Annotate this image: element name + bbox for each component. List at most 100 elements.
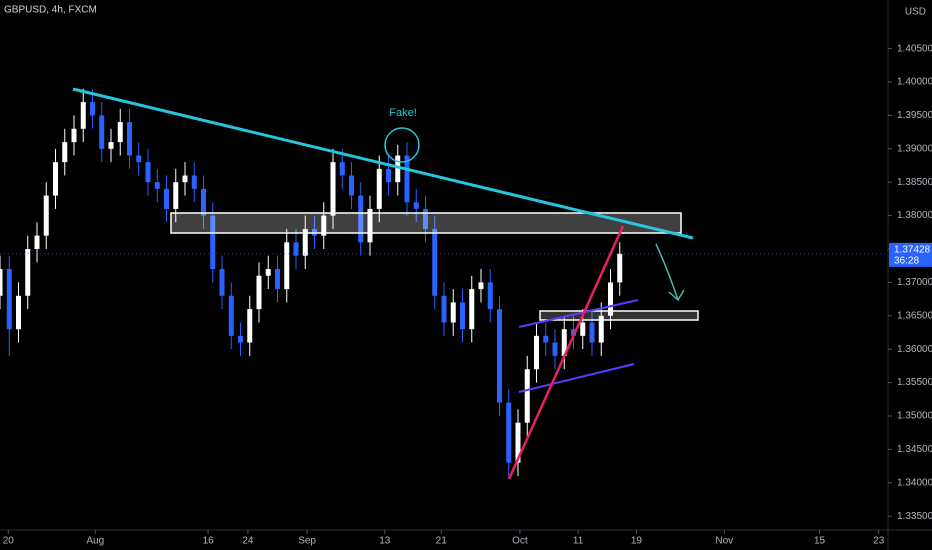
x-tick-label: 13 <box>379 536 391 547</box>
candle-body <box>376 168 382 209</box>
x-tick-label: 21 <box>436 536 448 547</box>
channel-upper <box>518 299 639 328</box>
y-tick-label: 1.39000 <box>897 143 932 154</box>
x-tick-label: Aug <box>86 536 104 547</box>
x-tick-label: 16 <box>203 536 215 547</box>
x-tick-label: 24 <box>242 536 254 547</box>
candle-body <box>201 188 206 216</box>
candle-body <box>25 249 31 296</box>
y-tick-label: 1.40000 <box>897 77 932 88</box>
candle-body <box>265 269 271 276</box>
candle-body <box>552 342 558 356</box>
candle-body <box>247 309 253 343</box>
candle-body <box>358 195 364 243</box>
candle-body <box>293 242 299 256</box>
candle-body <box>395 155 401 183</box>
candle-body <box>256 275 262 310</box>
candle-body <box>339 162 345 176</box>
candle-body <box>580 322 586 336</box>
candles <box>0 88 623 477</box>
candle-body <box>238 335 243 343</box>
candle-body <box>219 269 225 296</box>
candle-body <box>6 269 12 330</box>
currency: USD <box>905 7 926 18</box>
candle-body <box>534 335 539 370</box>
y-tick-label: 1.36500 <box>897 310 932 321</box>
x-tick-label: 15 <box>814 536 826 547</box>
x-tick-label: 23 <box>873 536 885 547</box>
candle-body <box>515 422 521 463</box>
candle-body <box>53 162 58 196</box>
candle-body <box>450 302 456 323</box>
candle-body <box>62 142 68 163</box>
trendline <box>72 87 694 240</box>
symbol-title: GBPUSD, 4h, FXCM <box>4 5 97 16</box>
candle-body <box>191 175 197 189</box>
candle-body <box>608 282 613 316</box>
channel-lower <box>518 363 635 393</box>
arrow <box>655 243 685 302</box>
y-tick-label: 1.40500 <box>897 43 932 54</box>
candle-body <box>561 329 567 356</box>
x-tick-label: 19 <box>631 536 643 547</box>
x-tick-label: Oct <box>512 536 528 547</box>
x-tick-label: Sep <box>298 536 316 547</box>
candle-body <box>210 215 216 270</box>
candle-body <box>497 309 502 403</box>
candle-body <box>34 235 40 250</box>
candle-body <box>598 315 604 343</box>
support-zone <box>539 310 699 321</box>
candle-body <box>136 155 142 163</box>
candle-body <box>589 322 595 343</box>
x-tick-label: Nov <box>715 536 733 547</box>
candle-body <box>164 188 169 209</box>
candle-body <box>330 162 336 216</box>
candle-body <box>71 128 77 143</box>
y-tick-label: 1.37000 <box>897 277 932 288</box>
candle-body <box>386 168 391 183</box>
last-price-box <box>889 242 932 267</box>
last-price-label: 1.37428 <box>894 244 931 255</box>
candle-body <box>441 295 447 323</box>
resistance-zone <box>170 212 682 234</box>
candle-body <box>80 102 86 129</box>
x-tick-label: 20 <box>3 536 15 547</box>
candle-body <box>99 115 105 149</box>
candle-body <box>349 175 354 196</box>
candle-body <box>0 269 3 296</box>
candle-body <box>228 295 234 336</box>
y-tick-label: 1.38000 <box>897 210 932 221</box>
y-tick-label: 1.38500 <box>897 177 932 188</box>
candle-body <box>506 402 512 463</box>
candle-body <box>404 155 410 203</box>
ticks: 1.33500 1.34000 1.34500 1.35000 1.35500 1.360… <box>3 43 932 546</box>
candle-body <box>275 269 280 290</box>
candle-body <box>460 302 465 330</box>
candle-body <box>413 202 419 209</box>
candle-body <box>571 329 576 336</box>
candle-body <box>321 215 327 236</box>
countdown: 36:28 <box>894 255 919 266</box>
y-tick-label: 1.36000 <box>897 344 932 355</box>
candle-body <box>487 282 493 310</box>
candle-body <box>182 175 188 183</box>
candle-body <box>423 208 428 229</box>
impulse-line <box>507 225 625 480</box>
fake-circle <box>384 127 420 163</box>
candle-body <box>478 282 484 290</box>
candle-body <box>16 295 21 330</box>
candle-body <box>284 242 290 290</box>
candle-body <box>524 369 530 423</box>
x-tick-label: 11 <box>573 536 584 547</box>
y-tick-label: 1.34000 <box>897 477 932 488</box>
candle-body <box>154 182 160 189</box>
candle-body <box>469 289 475 330</box>
candle-body <box>90 102 95 116</box>
candle-body <box>127 122 132 156</box>
y-tick-label: 1.34500 <box>897 444 932 455</box>
candle-body <box>432 228 438 296</box>
candle-body <box>43 195 49 236</box>
candle-body <box>145 162 151 183</box>
